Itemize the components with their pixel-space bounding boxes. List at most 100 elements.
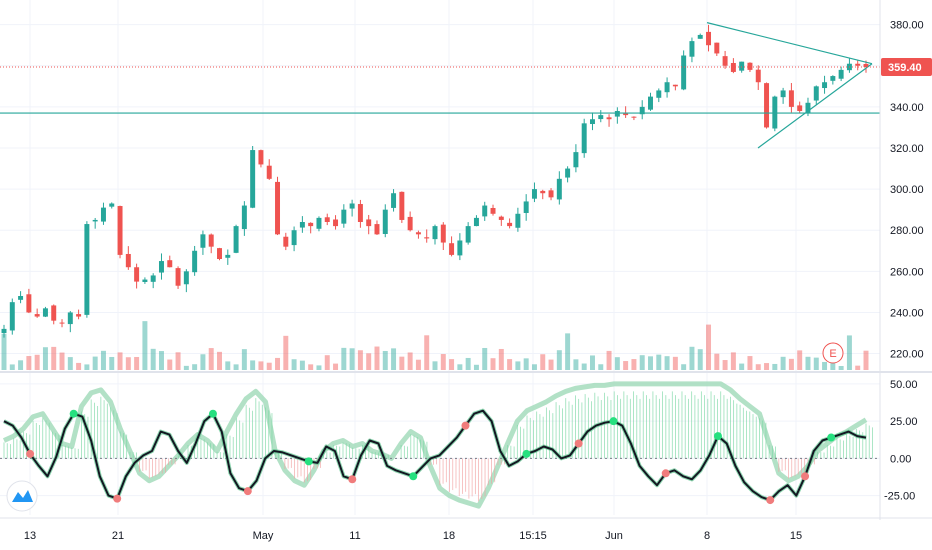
- volume-bar: [26, 356, 32, 370]
- osc-cross-down-dot: [243, 487, 252, 496]
- volume-bar: [805, 356, 811, 370]
- candle-body: [34, 314, 40, 317]
- candle-body: [51, 305, 57, 321]
- osc-cross-down-dot: [461, 421, 470, 430]
- candle-body: [391, 193, 397, 208]
- volume-bar: [722, 360, 728, 370]
- candle-body: [863, 64, 869, 68]
- osc-cross-up-dot: [304, 457, 313, 466]
- volume-bar: [316, 365, 322, 370]
- volume-bar: [84, 364, 90, 370]
- volume-bar: [531, 364, 537, 370]
- lower-trendline[interactable]: [757, 63, 873, 149]
- price-tick-label: 300.00: [890, 184, 924, 196]
- volume-bar: [739, 363, 745, 370]
- osc-cross-up-dot: [609, 417, 618, 426]
- price-tick-label: 280.00: [890, 225, 924, 237]
- volume-bar: [225, 361, 231, 370]
- volume-bar: [573, 359, 579, 370]
- candle-body: [614, 111, 620, 117]
- tradingview-logo-icon[interactable]: [6, 480, 38, 512]
- osc-main-line: [3, 409, 867, 502]
- candle-body: [855, 63, 861, 66]
- candle-body: [689, 41, 695, 57]
- volume-bar: [581, 363, 587, 370]
- candle-body: [780, 90, 786, 98]
- candle-body: [639, 106, 645, 115]
- candle-body: [382, 209, 388, 234]
- drawings[interactable]: E: [0, 22, 880, 364]
- candle-body: [515, 213, 521, 228]
- candle-body: [374, 224, 380, 235]
- volume-bar: [482, 347, 488, 370]
- volume-bar: [415, 359, 421, 370]
- osc-cross-up-dot: [713, 432, 722, 441]
- volume-bar: [565, 333, 571, 370]
- volume-bar: [681, 364, 687, 370]
- candle-body: [730, 63, 736, 72]
- candle-body: [598, 115, 604, 120]
- candle-body: [449, 243, 455, 255]
- candle-body: [275, 181, 281, 235]
- volume-bar: [730, 352, 736, 370]
- volume-bar: [100, 350, 106, 370]
- candle-body: [465, 226, 471, 243]
- volume-bar: [134, 356, 140, 370]
- candle-body: [838, 69, 844, 79]
- volume-bar: [457, 364, 463, 370]
- last-price-label: 359.40: [888, 62, 922, 74]
- candle-body: [324, 217, 330, 222]
- candle-body: [556, 178, 562, 200]
- volume-bar: [672, 356, 678, 370]
- volume-bar: [333, 363, 339, 370]
- earnings-marker[interactable]: E: [822, 342, 844, 364]
- volume-bar: [797, 350, 803, 370]
- osc-cross-up-dot: [69, 409, 78, 418]
- osc-cross-down-dot: [574, 439, 583, 448]
- candle-body: [167, 260, 173, 268]
- candle-body: [26, 294, 32, 313]
- candle-body: [142, 279, 148, 282]
- candle-body: [200, 234, 206, 248]
- candle-body: [316, 217, 322, 229]
- volume-bar: [283, 335, 289, 370]
- candle-body: [266, 165, 272, 179]
- osc-cross-up-dot: [208, 409, 217, 418]
- upper-trendline[interactable]: [706, 22, 873, 65]
- candle-body: [490, 207, 496, 214]
- candle-body: [125, 253, 131, 268]
- volume-bar: [241, 349, 247, 370]
- osc-cross-down-dot: [26, 449, 35, 458]
- volume-bar: [158, 351, 164, 370]
- candle-body: [183, 271, 189, 285]
- candle-body: [67, 312, 73, 325]
- time-tick-label: 8: [704, 530, 710, 542]
- volume-bar: [490, 358, 496, 370]
- volume-bar: [498, 348, 504, 370]
- candle-body: [341, 209, 347, 224]
- candle-body: [18, 296, 24, 300]
- volume-bar: [556, 350, 562, 370]
- volume-bar: [142, 321, 148, 370]
- candle-body: [788, 90, 794, 107]
- candle-body: [498, 216, 504, 220]
- volume-bar: [233, 364, 239, 370]
- candle-body: [175, 268, 181, 286]
- volume-bar: [366, 353, 372, 370]
- volume-bar: [656, 354, 662, 370]
- candle-body: [42, 308, 48, 317]
- volume-bar: [780, 356, 786, 370]
- volume-bar: [167, 359, 173, 370]
- volume-bar: [374, 346, 380, 370]
- volume-bar: [34, 354, 40, 370]
- volume-bar: [855, 365, 861, 370]
- volume-bar: [440, 354, 446, 370]
- candle-body: [233, 226, 239, 253]
- volume-bar: [548, 359, 554, 370]
- osc-cross-down-dot: [348, 475, 357, 484]
- candle-body: [697, 34, 703, 39]
- volume-bar: [341, 347, 347, 370]
- volume-bar: [838, 365, 844, 370]
